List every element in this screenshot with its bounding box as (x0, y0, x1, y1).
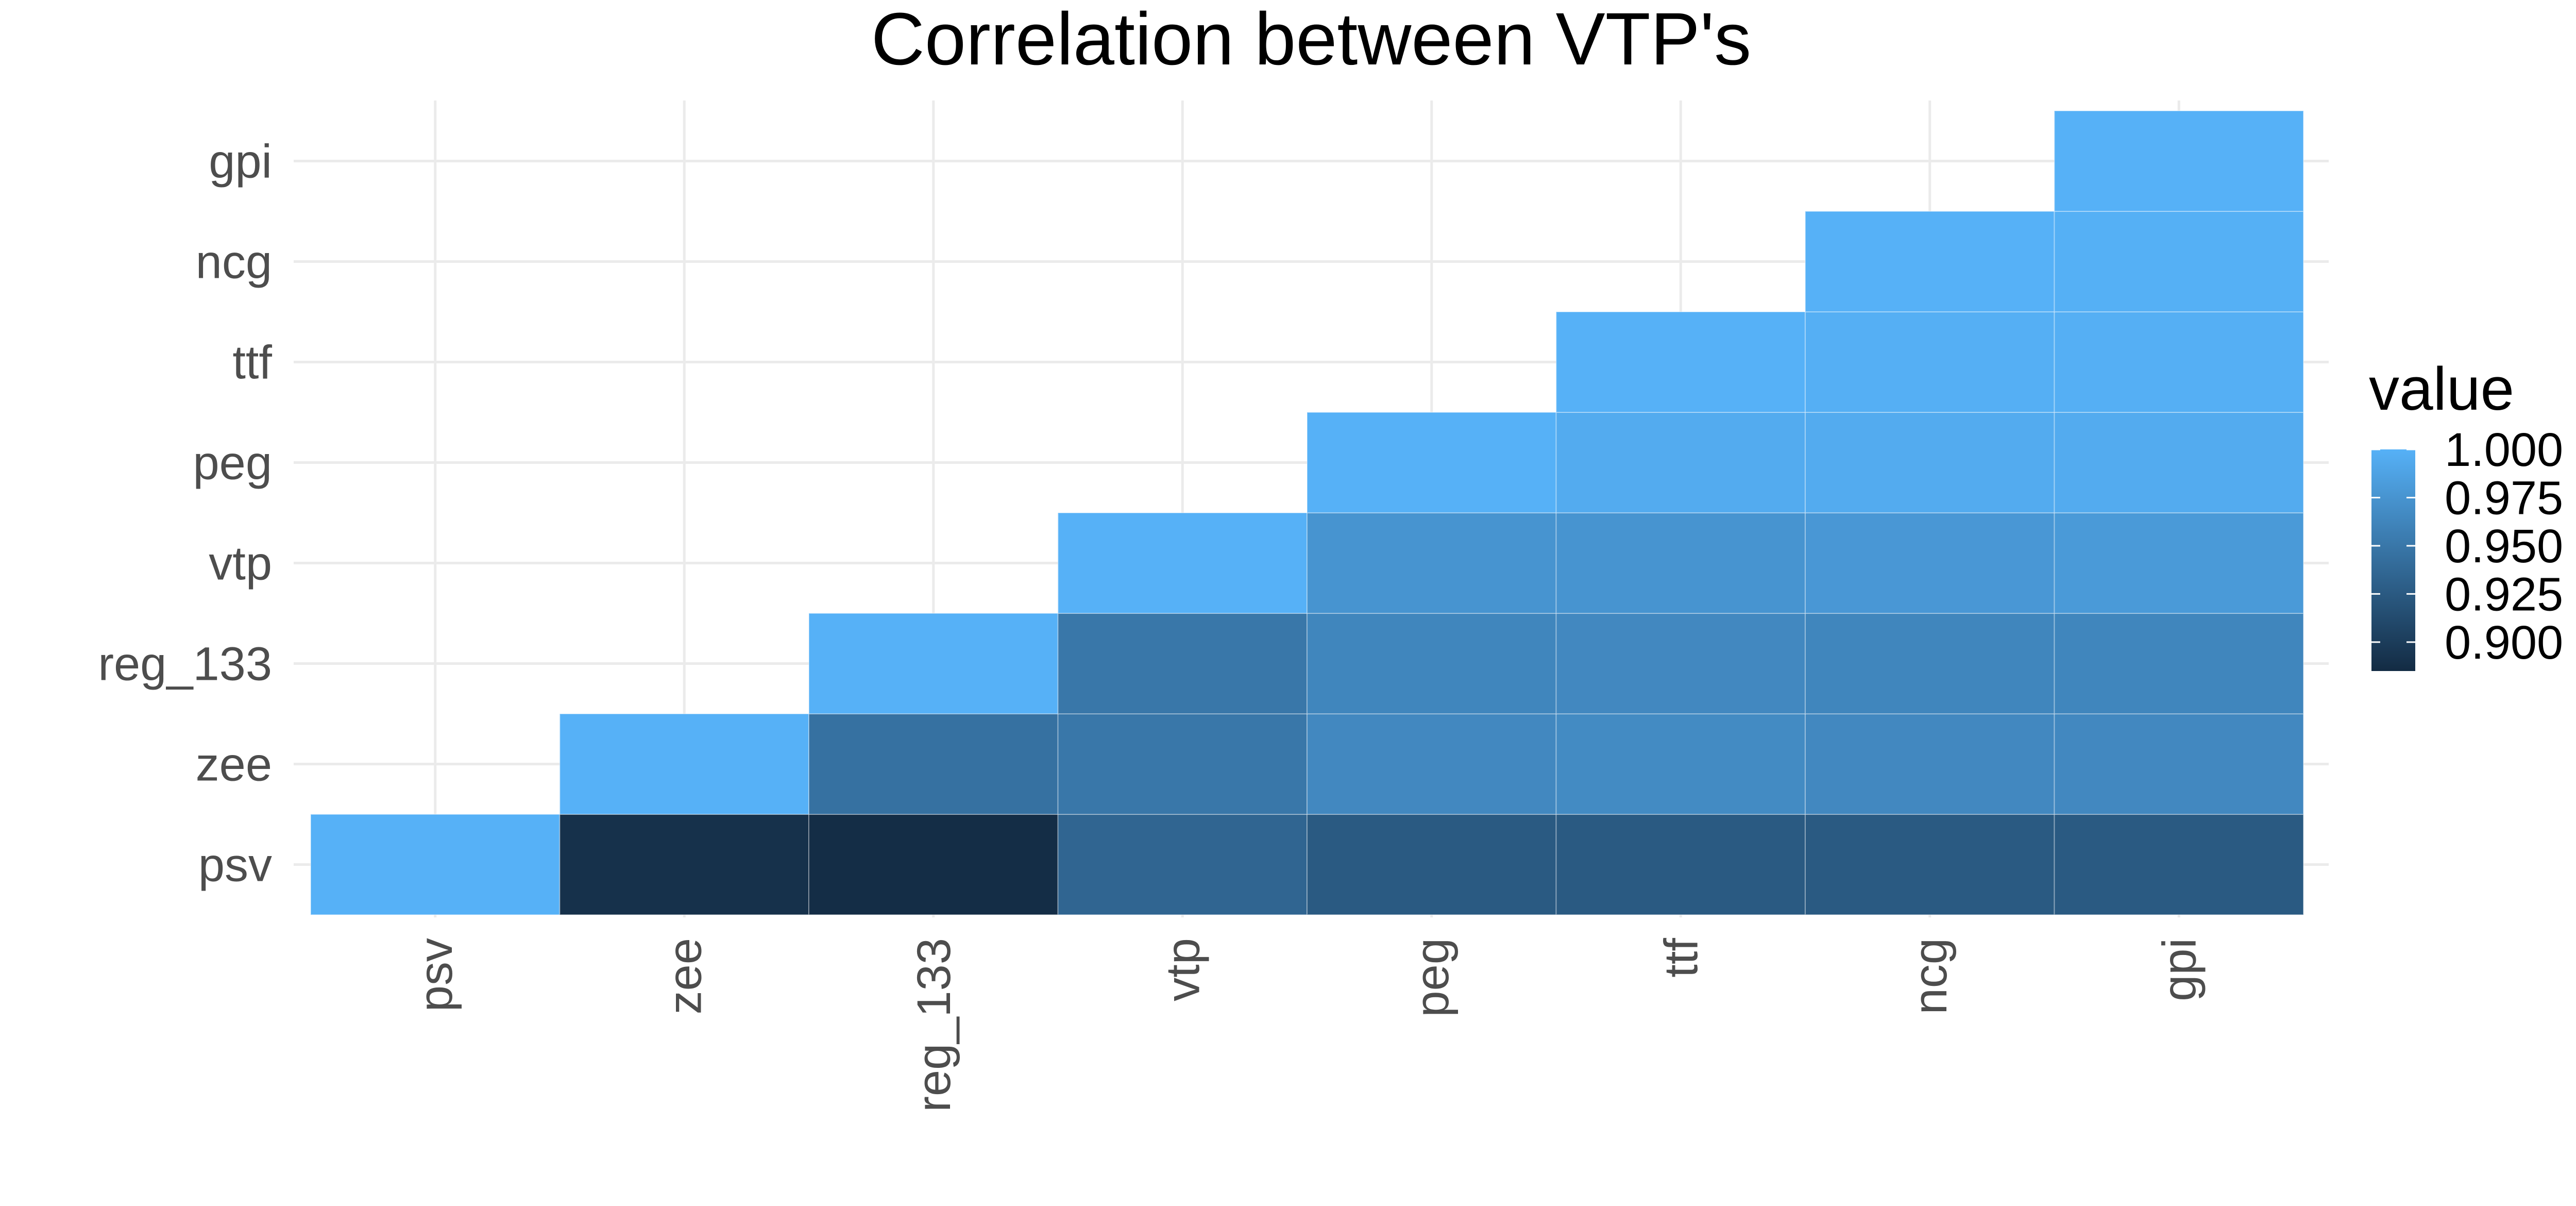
heatmap-cell-peg-psv (1307, 814, 1557, 915)
y-tick-label-vtp: vtp (209, 538, 272, 590)
heatmap-cell-ncg-zee (1805, 713, 2055, 815)
x-tick-label-reg_133: reg_133 (908, 938, 960, 1112)
y-tick-label-ttf: ttf (232, 337, 272, 389)
heatmap-cell-gpi-zee (2054, 713, 2304, 815)
y-tick-label-psv: psv (198, 839, 272, 892)
heatmap-cell-ttf-vtp (1555, 512, 1806, 614)
heatmap-cell-gpi-gpi (2054, 110, 2304, 212)
x-tick-label-psv: psv (410, 938, 462, 1012)
x-tick-label-peg: peg (1406, 938, 1459, 1017)
x-axis-tick-labels: psv zee reg_133 vtp peg ttf ncg gpi (410, 938, 2206, 1112)
x-tick-label-zee: zee (658, 938, 711, 1014)
heatmap-cell-vtp-reg_133 (1057, 613, 1308, 714)
heatmap-cell-vtp-psv (1057, 814, 1308, 915)
heatmap-cell-vtp-vtp (1057, 512, 1308, 614)
x-tick-label-gpi: gpi (2153, 938, 2206, 1001)
heatmap-cell-zee-zee (559, 713, 809, 815)
heatmap-cell-ncg-ttf (1805, 311, 2055, 413)
heatmap-cell-reg_133-psv (808, 814, 1059, 915)
heatmap-cell-ttf-zee (1555, 713, 1806, 815)
heatmap-cell-ttf-peg (1555, 412, 1806, 513)
heatmap-cells (310, 110, 2304, 915)
heatmap-cell-gpi-peg (2054, 412, 2304, 513)
y-tick-label-peg: peg (193, 437, 273, 490)
heatmap-cell-peg-reg_133 (1307, 613, 1557, 714)
heatmap-cell-peg-zee (1307, 713, 1557, 815)
x-tick-label-ncg: ncg (1904, 938, 1957, 1014)
y-tick-label-ncg: ncg (196, 236, 272, 289)
legend-tick-label: 1.000 (2445, 424, 2563, 476)
legend-tick-label: 0.975 (2445, 472, 2563, 524)
heatmap-cell-reg_133-zee (808, 713, 1059, 815)
chart-title: Correlation between VTP's (871, 0, 1751, 80)
heatmap-cell-ncg-ncg (1805, 211, 2055, 312)
heatmap-cell-vtp-zee (1057, 713, 1308, 815)
heatmap-cell-ncg-reg_133 (1805, 613, 2055, 714)
x-tick-label-vtp: vtp (1157, 938, 1209, 1001)
legend-tick-label: 0.900 (2445, 616, 2563, 669)
legend-tick-label: 0.925 (2445, 568, 2563, 621)
heatmap-cell-ncg-peg (1805, 412, 2055, 513)
x-tick-label-ttf: ttf (1655, 938, 1707, 978)
heatmap-cell-ncg-psv (1805, 814, 2055, 915)
heatmap-cell-ttf-psv (1555, 814, 1806, 915)
y-axis-tick-labels: psv zee reg_133 vtp peg ttf ncg gpi (98, 136, 272, 892)
legend-colorbar (2371, 449, 2415, 671)
heatmap-cell-gpi-vtp (2054, 512, 2304, 614)
y-tick-label-gpi: gpi (209, 136, 272, 188)
heatmap-cell-reg_133-reg_133 (808, 613, 1059, 714)
heatmap-cell-peg-vtp (1307, 512, 1557, 614)
heatmap-cell-psv-psv (310, 814, 561, 915)
heatmap-cell-ttf-ttf (1555, 311, 1806, 413)
y-tick-label-reg_133: reg_133 (98, 638, 272, 691)
heatmap-cell-gpi-ncg (2054, 211, 2304, 312)
legend-tick-label: 0.950 (2445, 520, 2563, 573)
heatmap-cell-ttf-reg_133 (1555, 613, 1806, 714)
heatmap-cell-gpi-psv (2054, 814, 2304, 915)
heatmap-cell-gpi-reg_133 (2054, 613, 2304, 714)
heatmap-cell-zee-psv (559, 814, 809, 915)
legend-title: value (2369, 355, 2514, 423)
heatmap-cell-ncg-vtp (1805, 512, 2055, 614)
heatmap-cell-gpi-ttf (2054, 311, 2304, 413)
heatmap-cell-peg-peg (1307, 412, 1557, 513)
y-tick-label-zee: zee (196, 739, 272, 791)
